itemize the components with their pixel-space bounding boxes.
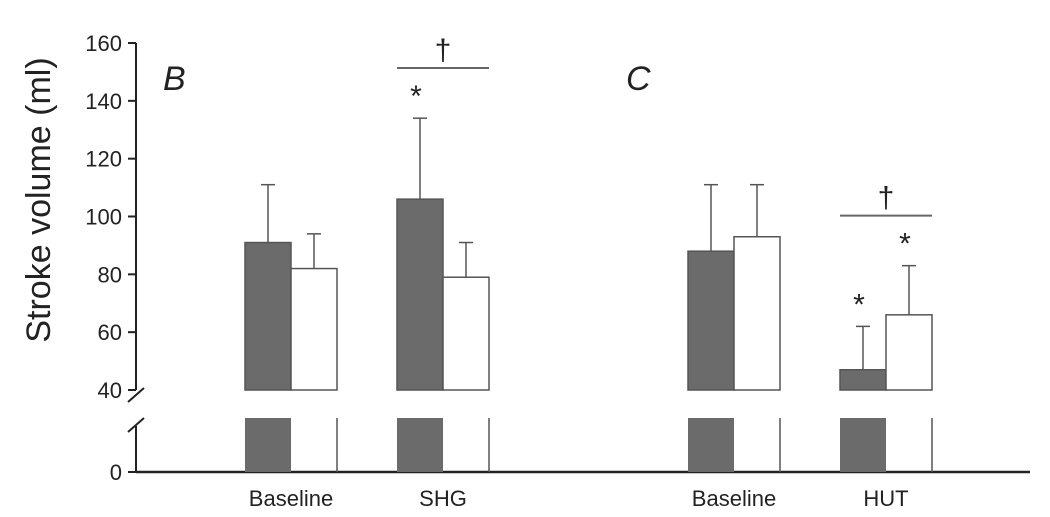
bar bbox=[885, 314, 933, 391]
axis-break-mark bbox=[127, 387, 145, 403]
y-tick-label: 60 bbox=[98, 320, 122, 345]
y-tick-label: 160 bbox=[85, 31, 122, 56]
panel-label-c: C bbox=[626, 60, 651, 98]
y-axis-label: Stroke volume (ml) bbox=[20, 57, 58, 342]
bars bbox=[244, 117, 933, 472]
bar bbox=[839, 369, 887, 391]
y-tick-label: 140 bbox=[85, 89, 122, 114]
bar bbox=[442, 276, 490, 391]
bar bbox=[396, 198, 444, 391]
significance-star: * bbox=[410, 80, 422, 113]
y-tick-label: 0 bbox=[110, 460, 122, 485]
x-tick-label: HUT bbox=[863, 486, 908, 511]
bar-base bbox=[840, 418, 886, 472]
bar bbox=[244, 241, 292, 391]
panel-label-b: B bbox=[163, 60, 186, 98]
significance-star: * bbox=[853, 288, 865, 321]
bar bbox=[687, 250, 735, 391]
dagger-mark: † bbox=[878, 182, 895, 215]
y-tick-label: 100 bbox=[85, 205, 122, 230]
bar-base bbox=[245, 418, 291, 472]
y-tick-label: 40 bbox=[98, 378, 122, 403]
bar-base bbox=[688, 418, 734, 472]
y-tick-label: 120 bbox=[85, 147, 122, 172]
dagger-mark: † bbox=[435, 34, 452, 67]
x-tick-label: Baseline bbox=[249, 486, 333, 511]
x-tick-label: SHG bbox=[419, 486, 467, 511]
x-tick-label: Baseline bbox=[692, 486, 776, 511]
axis-break-mark bbox=[127, 417, 145, 433]
bar bbox=[290, 267, 338, 391]
significance-star: * bbox=[899, 228, 911, 261]
y-tick-label: 80 bbox=[98, 262, 122, 287]
bar-base bbox=[397, 418, 443, 472]
bar bbox=[733, 235, 781, 391]
axes: 0 40 60 80 100 120 140 160 bbox=[85, 31, 1030, 485]
